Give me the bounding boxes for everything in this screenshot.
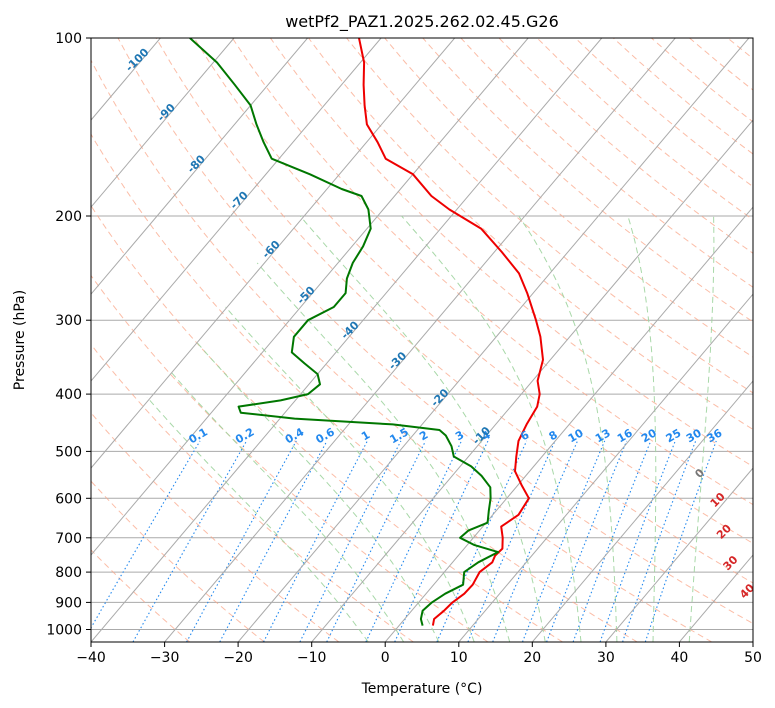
y-tick-label: 800 bbox=[55, 565, 82, 581]
dry-adiabat-line bbox=[91, 133, 638, 642]
isotherm-line bbox=[164, 38, 676, 642]
dry-adiabat-line bbox=[269, 38, 753, 468]
dry-adiabat-line bbox=[91, 204, 563, 642]
x-tick-label: −10 bbox=[297, 650, 327, 666]
moist-adiabat-line bbox=[256, 262, 511, 642]
mixing-ratio-line bbox=[299, 440, 402, 642]
dry-adiabat-line bbox=[91, 274, 489, 642]
x-tick-label: 50 bbox=[744, 650, 762, 666]
x-tick-label: 0 bbox=[381, 650, 390, 666]
y-tick-label: 900 bbox=[55, 595, 82, 611]
x-tick-label: 40 bbox=[670, 650, 688, 666]
y-tick-label: 600 bbox=[55, 491, 82, 507]
isotherm-line bbox=[384, 206, 753, 642]
x-tick-label: 20 bbox=[523, 650, 541, 666]
y-tick-label: 300 bbox=[55, 313, 82, 329]
isotherm-line bbox=[605, 467, 753, 642]
y-tick-label: 700 bbox=[55, 531, 82, 547]
mixing-ratio-line bbox=[186, 440, 297, 642]
mixing-ratio-line bbox=[394, 440, 489, 642]
x-tick-label: −30 bbox=[150, 650, 180, 666]
isotherm-line bbox=[91, 38, 235, 208]
dewpoint-profile-line bbox=[189, 38, 499, 626]
dry-adiabat-line bbox=[117, 38, 753, 625]
moist-adiabat-line bbox=[146, 396, 369, 642]
mixing-ratio-line bbox=[326, 440, 427, 642]
y-tick-label: 500 bbox=[55, 444, 82, 460]
dry-adiabat-line bbox=[231, 38, 753, 506]
dry-adiabat-line bbox=[91, 549, 191, 642]
dry-adiabat-line bbox=[460, 38, 753, 288]
mixing-ratio-line bbox=[436, 440, 528, 642]
moist-adiabat-line bbox=[518, 215, 618, 642]
y-tick-label: 400 bbox=[55, 387, 82, 403]
dry-adiabat-line bbox=[308, 38, 753, 431]
dry-adiabat-line bbox=[91, 59, 713, 642]
moist-adiabat-line bbox=[169, 370, 405, 642]
isotherm-line bbox=[458, 293, 753, 642]
mixing-ratio-line bbox=[91, 440, 201, 629]
plot-frame bbox=[90, 37, 754, 643]
temperature-profile-line bbox=[358, 38, 544, 626]
isotherm-line bbox=[531, 380, 753, 642]
y-tick-label: 1000 bbox=[46, 623, 82, 639]
isotherm-line bbox=[91, 38, 382, 382]
mixing-ratio-line bbox=[599, 440, 676, 642]
dry-adiabat-line bbox=[91, 343, 414, 642]
mixing-ratio-line bbox=[622, 440, 697, 642]
moist-adiabat-line bbox=[627, 215, 657, 642]
x-tick-label: −20 bbox=[223, 650, 253, 666]
isotherm-line bbox=[311, 119, 753, 642]
x-tick-label: −40 bbox=[76, 650, 106, 666]
chart-title: wetPf2_PAZ1.2025.262.02.45.G26 bbox=[285, 12, 559, 32]
moist-adiabat-line bbox=[225, 306, 475, 642]
x-tick-label: 30 bbox=[597, 650, 615, 666]
mixing-ratio-line bbox=[467, 440, 556, 642]
x-tick-label: 10 bbox=[450, 650, 468, 666]
y-tick-label: 200 bbox=[55, 209, 82, 225]
x-axis-label: Temperature (°C) bbox=[361, 681, 483, 697]
isotherm-line bbox=[91, 38, 603, 642]
y-axis-label: Pressure (hPa) bbox=[12, 290, 28, 390]
dry-adiabat-line bbox=[91, 480, 265, 642]
moist-adiabat-line bbox=[401, 215, 582, 642]
isotherm-line bbox=[91, 38, 456, 469]
dry-adiabat-line bbox=[346, 38, 753, 394]
mixing-ratio-line bbox=[132, 440, 248, 642]
y-tick-label: 100 bbox=[55, 31, 82, 47]
isotherm-line bbox=[91, 38, 529, 556]
dry-adiabat-line bbox=[155, 38, 753, 584]
isotherm-line bbox=[237, 38, 750, 642]
moist-adiabat-line bbox=[688, 215, 715, 642]
isotherm-line bbox=[91, 38, 308, 295]
